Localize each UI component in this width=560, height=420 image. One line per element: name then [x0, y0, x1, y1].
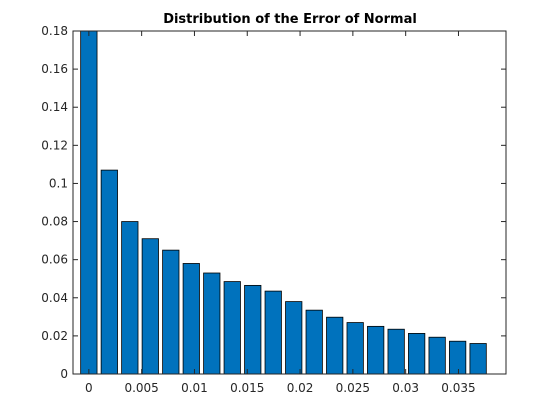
bar	[121, 221, 139, 375]
y-tick-label: 0.02	[41, 329, 68, 343]
x-tick-label: 0.03	[392, 381, 419, 395]
y-tick-label: 0.08	[41, 215, 68, 229]
x-tick-label: 0.02	[287, 381, 314, 395]
bar	[162, 249, 180, 375]
bar	[428, 336, 446, 375]
y-axis: 0 0.02 0.04 0.06 0.08 0.1 0.12 0.14 0.16 0.18	[41, 24, 506, 381]
bar	[203, 272, 221, 375]
plot-area-border	[72, 30, 507, 375]
bar	[264, 290, 282, 375]
bar	[305, 309, 323, 375]
x-tick-label: 0.01	[181, 381, 208, 395]
x-tick-label: 0.035	[441, 381, 475, 395]
bar	[100, 169, 118, 375]
x-tick-label: 0.025	[336, 381, 370, 395]
bar	[367, 325, 385, 375]
bar	[469, 343, 487, 375]
bar	[387, 328, 405, 375]
y-tick-label: 0.12	[41, 138, 68, 152]
y-tick-label: 0.06	[41, 253, 68, 267]
y-tick-label: 0.1	[49, 176, 68, 190]
bars-group	[80, 30, 487, 375]
bar	[223, 281, 241, 375]
x-axis: 0 0.005 0.01 0.015 0.02 0.025 0.03 0.035	[85, 31, 476, 395]
bar	[346, 322, 364, 375]
bar	[141, 238, 159, 375]
y-tick-label: 0.16	[41, 62, 68, 76]
y-tick-label: 0.18	[41, 24, 68, 38]
y-tick-label: 0.04	[41, 291, 68, 305]
x-tick-label: 0.015	[230, 381, 264, 395]
bar	[449, 340, 467, 375]
bar	[408, 333, 426, 375]
chart-title: Distribution of the Error of Normal	[163, 12, 417, 27]
bar	[285, 301, 303, 375]
y-tick-label: 0.14	[41, 100, 68, 114]
bar	[80, 30, 98, 375]
x-tick-label: 0.005	[124, 381, 158, 395]
bar	[244, 284, 262, 375]
bar	[182, 263, 200, 375]
x-tick-label: 0	[85, 381, 93, 395]
y-tick-label: 0	[60, 367, 68, 381]
bar	[326, 316, 344, 375]
